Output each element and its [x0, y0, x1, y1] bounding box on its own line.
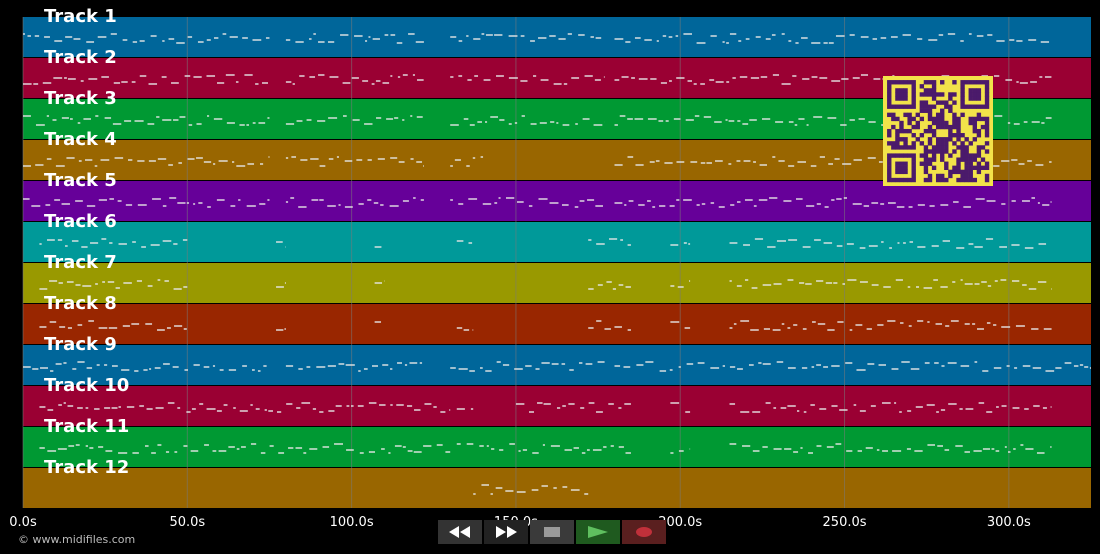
play-button[interactable] [576, 520, 620, 544]
stop-icon [544, 527, 560, 537]
qr-code-icon[interactable] [883, 76, 993, 186]
fast-forward-icon [496, 526, 517, 538]
track-band [23, 345, 1091, 385]
qr-pattern [883, 76, 993, 186]
track-band [23, 17, 1091, 57]
record-icon [636, 527, 652, 537]
track-band [23, 181, 1091, 221]
track-band [23, 468, 1091, 508]
track-label: Track 3 [44, 88, 117, 109]
track-band [23, 222, 1091, 262]
track-label: Track 5 [44, 170, 117, 191]
track-label: Track 9 [44, 334, 117, 355]
track-band [23, 386, 1091, 426]
record-button[interactable] [622, 520, 666, 544]
track-label: Track 4 [44, 129, 117, 150]
tick-label: 0.0s [9, 515, 37, 530]
stop-button[interactable] [530, 520, 574, 544]
track-label: Track 12 [44, 457, 130, 478]
note-marks [23, 33, 1091, 495]
tick-label: 50.0s [169, 515, 206, 530]
track-label: Track 11 [44, 416, 130, 437]
track-label: Track 2 [44, 47, 117, 68]
track-label: Track 7 [44, 252, 117, 273]
track-label: Track 8 [44, 293, 117, 314]
track-band [23, 263, 1091, 303]
tick-label: 250.0s [822, 515, 867, 530]
transport-controls [438, 520, 668, 544]
copyright-text: © www.midifiles.com [18, 533, 136, 546]
tick-label: 100.0s [329, 515, 374, 530]
rewind-button[interactable] [438, 520, 482, 544]
track-band [23, 304, 1091, 344]
track-label: Track 6 [44, 211, 117, 232]
play-icon [588, 526, 608, 538]
fast-forward-button[interactable] [484, 520, 528, 544]
track-label: Track 10 [44, 375, 130, 396]
track-band [23, 427, 1091, 467]
rewind-icon [449, 526, 470, 538]
tick-label: 200.0s [658, 515, 703, 530]
tick-label: 300.0s [986, 515, 1031, 530]
track-label: Track 1 [44, 6, 117, 27]
